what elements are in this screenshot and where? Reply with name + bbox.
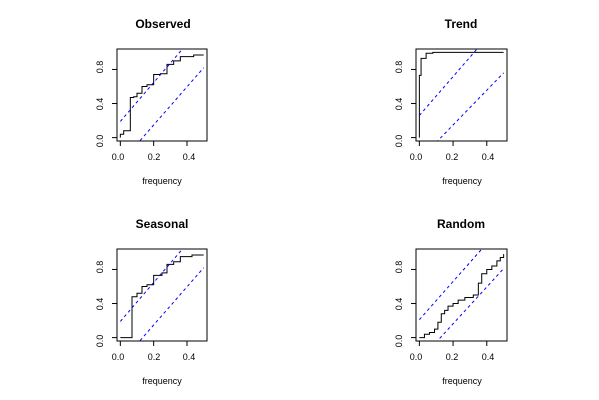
panel-title: Observed: [135, 17, 190, 31]
y-tick-label: 0.8: [394, 61, 404, 74]
ticks-layer: [411, 68, 488, 146]
x-axis-label: frequency: [442, 376, 482, 386]
y-tick-label: 0.0: [394, 335, 404, 348]
y-tick-label: 0.8: [95, 261, 105, 274]
x-axis-label: frequency: [442, 176, 482, 186]
y-tick-label: 0.4: [394, 98, 404, 111]
y-tick-label: 0.0: [394, 135, 404, 148]
panel-title: Trend: [445, 17, 478, 31]
y-tick-label: 0.4: [95, 98, 105, 111]
panel-random: Random 0.0 0.2 0.4 0.0 0.4 0.8 frequency: [394, 217, 508, 386]
x-tick-label: 0.0: [410, 152, 423, 162]
cumulative-periodogram-line: [120, 254, 204, 339]
x-tick-label: 0.4: [183, 352, 196, 362]
confidence-band-line: [436, 268, 504, 341]
y-tick-label: 0.4: [95, 298, 105, 311]
series-layer: [418, 249, 505, 341]
series-layer: [418, 49, 504, 141]
x-tick-label: 0.4: [482, 152, 495, 162]
x-tick-label: 0.0: [410, 352, 423, 362]
panel-trend: Trend 0.0 0.2 0.4 0.0 0.4 0.8 frequency: [394, 17, 508, 186]
x-tick-label: 0.4: [482, 352, 495, 362]
panel-observed: Observed 0.0 0.2 0.4 0.0 0.4 0.8 frequen…: [95, 17, 208, 186]
x-tick-label: 0.4: [183, 152, 196, 162]
x-tick-label: 0.2: [148, 152, 161, 162]
series-layer: [119, 49, 205, 141]
x-axis-label: frequency: [142, 376, 182, 386]
panel-title: Seasonal: [136, 217, 189, 231]
ticks-layer: [112, 68, 188, 146]
x-tick-label: 0.2: [446, 152, 459, 162]
y-tick-label: 0.8: [95, 61, 105, 74]
ticks-layer: [411, 268, 488, 346]
ticks-layer: [112, 268, 188, 346]
y-tick-label: 0.0: [95, 335, 105, 348]
panel-title: Random: [437, 217, 485, 231]
cumulative-periodogram-line: [418, 51, 504, 138]
cumulative-periodogram-line: [419, 254, 505, 339]
x-tick-label: 0.2: [148, 352, 161, 362]
x-tick-label: 0.0: [112, 352, 125, 362]
x-tick-label: 0.0: [112, 152, 125, 162]
x-axis-label: frequency: [142, 176, 182, 186]
series-layer: [119, 249, 205, 341]
y-tick-label: 0.0: [95, 135, 105, 148]
x-tick-label: 0.2: [446, 352, 459, 362]
confidence-band-line: [436, 72, 504, 141]
y-tick-label: 0.8: [394, 261, 404, 274]
panel-seasonal: Seasonal 0.0 0.2 0.4 0.0 0.4 0.8 frequen…: [95, 217, 208, 386]
cumulative-periodogram-line: [119, 54, 204, 138]
y-tick-label: 0.4: [394, 298, 404, 311]
